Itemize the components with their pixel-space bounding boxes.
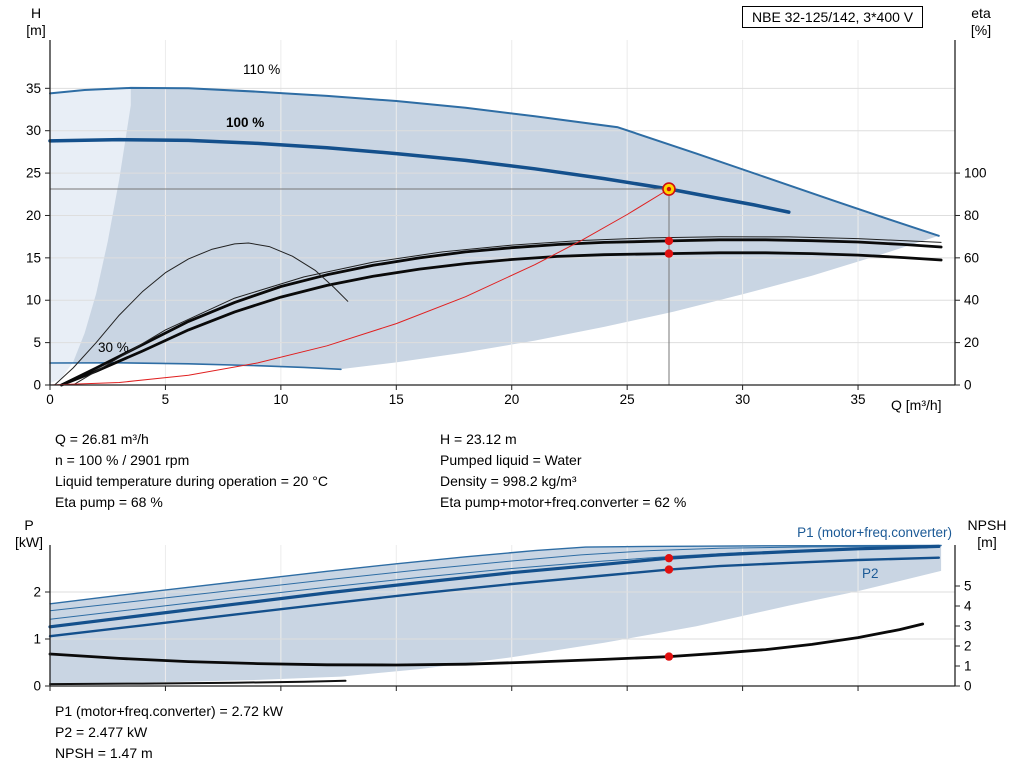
tick-label: 10	[26, 293, 41, 308]
q-axis-title: Q [m³/h]	[891, 397, 942, 413]
power-envelope	[50, 545, 942, 684]
p-axis-title: P [kW]	[15, 517, 43, 550]
duty-point-center	[666, 186, 672, 192]
tick-label: 2	[33, 585, 41, 600]
tick-label: 20	[26, 208, 41, 223]
eta-axis-title: eta [%]	[970, 5, 992, 38]
low-flow-region	[50, 87, 131, 384]
tick-label: 5	[162, 392, 170, 407]
results-panel: P1 (motor+freq.converter) = 2.72 kW P2 =…	[55, 701, 283, 764]
p1-point	[664, 553, 674, 563]
npsh-axis-title: NPSH [m]	[967, 517, 1007, 550]
tick-label: 25	[26, 166, 41, 181]
pump-title-box: NBE 32-125/142, 3*400 V	[742, 6, 924, 28]
info-flow: Q = 26.81 m³/h	[55, 431, 149, 447]
tick-label: 25	[620, 392, 635, 407]
tick-label: 30	[26, 123, 41, 138]
info-density: Density = 998.2 kg/m³	[440, 473, 577, 489]
tick-label: 20	[964, 335, 979, 350]
tick-label: 4	[964, 599, 972, 614]
p-min-speed-curve	[49, 679, 347, 686]
affinity-parabola	[49, 188, 670, 386]
tick-label: 3	[964, 619, 972, 634]
speed-110-label: 110 %	[243, 62, 281, 77]
tick-label: 1	[964, 659, 972, 674]
info-panel-right: H = 23.12 m Pumped liquid = Water Densit…	[440, 429, 686, 513]
chart-bottom: 0 1 2 0 1 2 3 4 5	[33, 544, 972, 694]
tick-label: 35	[26, 81, 41, 96]
curve-110-and-power-limit	[49, 86, 940, 237]
p1-speed-thin-a	[49, 545, 928, 612]
p1-curve	[48, 544, 941, 629]
info-panel-left: Q = 26.81 m³/h n = 100 % / 2901 rpm Liqu…	[55, 429, 328, 513]
eta-110-thin-curve	[72, 236, 942, 386]
p2-point	[664, 565, 674, 574]
curve-100	[48, 137, 791, 214]
tick-label: 0	[33, 378, 41, 393]
result-npsh: NPSH = 1.47 m	[55, 745, 153, 761]
info-head: H = 23.12 m	[440, 431, 517, 447]
info-eta-total: Eta pump+motor+freq.converter = 62 %	[440, 494, 687, 510]
eta-min-speed-curve	[54, 242, 349, 386]
tick-label: 5	[964, 579, 972, 594]
tick-label: 0	[33, 679, 41, 694]
eta-pump-point	[664, 236, 674, 246]
tick-label: 20	[504, 392, 519, 407]
tick-label: 30	[735, 392, 750, 407]
h-axis-title: H [m]	[26, 5, 46, 38]
tick-label: 5	[33, 335, 41, 350]
result-p1: P1 (motor+freq.converter) = 2.72 kW	[55, 703, 283, 719]
p2-curve	[48, 556, 940, 638]
tick-label: 35	[851, 392, 866, 407]
tick-label: 0	[964, 679, 972, 694]
chart-top: 0 5 10 15 20 25 30 35 0 5 10 15 20 25 30 35 0 20 40 60 80 100	[26, 40, 987, 407]
info-pumped-liquid: Pumped liquid = Water	[440, 452, 582, 468]
tick-label: 60	[964, 250, 979, 265]
tick-label: 100	[964, 166, 987, 181]
tick-label: 0	[964, 378, 972, 393]
eta-pump-curve	[60, 238, 943, 387]
p1-curve-label: P1 (motor+freq.converter)	[797, 525, 952, 540]
tick-label: 15	[389, 392, 404, 407]
operating-envelope	[50, 87, 939, 370]
tick-label: 2	[964, 639, 972, 654]
npsh-curve	[48, 622, 925, 667]
p2-curve-label: P2	[862, 566, 879, 581]
eta-total-point	[664, 249, 674, 258]
npsh-point	[664, 652, 674, 661]
tick-label: 1	[33, 632, 41, 647]
speed-100-label: 100 %	[226, 115, 265, 130]
tick-label: 10	[273, 392, 288, 407]
tick-label: 0	[46, 392, 54, 407]
eta-pump-motor-freq-curve	[60, 251, 943, 387]
result-p2: P2 = 2.477 kW	[55, 724, 148, 740]
tick-label: 80	[964, 208, 979, 223]
info-eta-pump: Eta pump = 68 %	[55, 494, 163, 510]
speed-30-label: 30 %	[98, 340, 129, 355]
tick-label: 40	[964, 293, 979, 308]
info-liquid-temperature: Liquid temperature during operation = 20…	[55, 473, 328, 489]
tick-label: 15	[26, 250, 41, 265]
info-speed: n = 100 % / 2901 rpm	[55, 452, 190, 468]
power-envelope-edge	[49, 544, 942, 605]
